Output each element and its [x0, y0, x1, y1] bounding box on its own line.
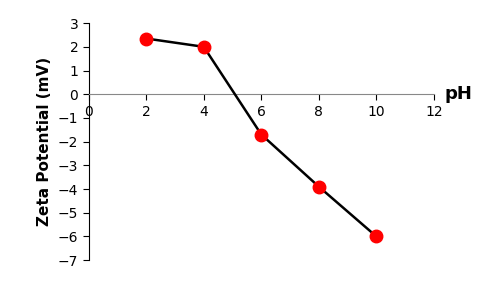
Y-axis label: Zeta Potential (mV): Zeta Potential (mV)	[37, 57, 52, 226]
Text: pH: pH	[445, 85, 473, 103]
